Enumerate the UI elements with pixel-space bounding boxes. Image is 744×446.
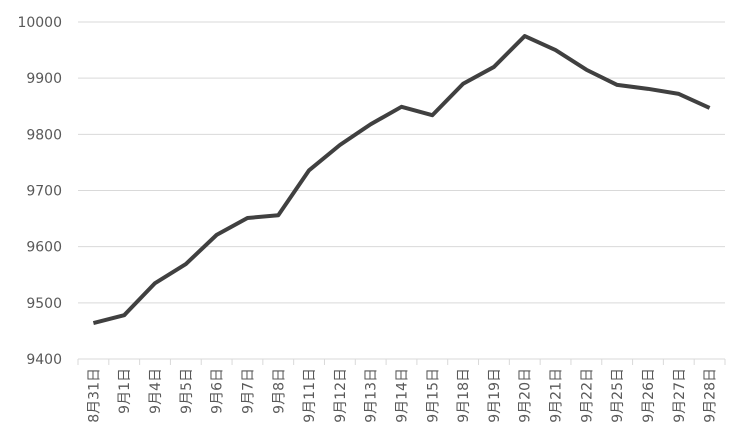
y-tick-label: 9500 <box>26 296 62 312</box>
y-tick-label: 10000 <box>17 15 62 31</box>
y-tick-label: 9400 <box>26 352 62 368</box>
x-tick-label: 9月6日 <box>210 368 226 414</box>
x-tick-label: 9月26日 <box>641 368 657 423</box>
x-tick-label: 9月13日 <box>364 368 380 423</box>
x-tick-label: 9月12日 <box>333 368 349 423</box>
x-tick-label: 9月1日 <box>117 368 133 414</box>
x-tick-label: 9月18日 <box>456 368 472 423</box>
x-tick-label: 9月8日 <box>271 368 287 414</box>
x-tick-label: 9月28日 <box>703 368 719 423</box>
y-tick-label: 9700 <box>26 184 62 200</box>
x-tick-label: 9月20日 <box>518 368 534 423</box>
x-tick-label: 9月21日 <box>549 368 565 423</box>
x-tick-label: 9月11日 <box>302 368 318 423</box>
line <box>92 34 711 325</box>
x-tick-label: 9月22日 <box>579 368 595 423</box>
y-tick-label: 9600 <box>26 240 62 256</box>
x-tick-label: 9月4日 <box>148 368 164 414</box>
x-tick-label: 9月15日 <box>425 368 441 423</box>
x-tick-label: 9月14日 <box>395 368 411 423</box>
y-tick-label: 9800 <box>26 127 62 143</box>
x-tick-label: 9月7日 <box>240 368 256 414</box>
x-tick-label: 8月31日 <box>86 368 102 423</box>
x-tick-label: 9月19日 <box>487 368 503 423</box>
x-tick-label: 9月25日 <box>610 368 626 423</box>
x-tick-label: 9月5日 <box>179 368 195 414</box>
x-tick-label: 9月27日 <box>672 368 688 423</box>
y-tick-label: 9900 <box>26 71 62 87</box>
